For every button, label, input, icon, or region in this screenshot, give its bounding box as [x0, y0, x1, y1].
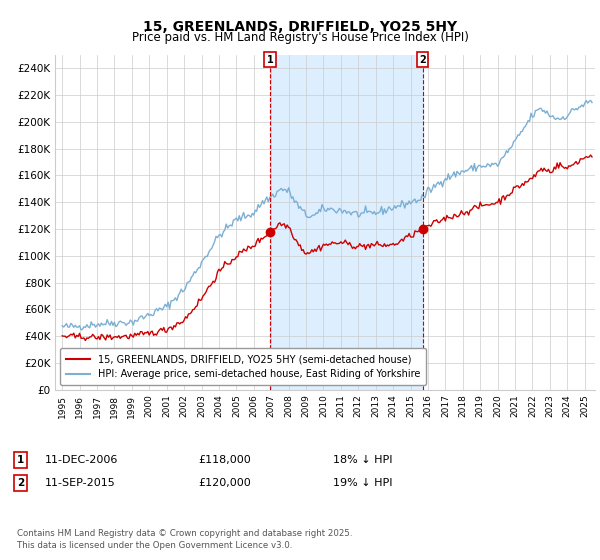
Text: £118,000: £118,000: [198, 455, 251, 465]
Legend: 15, GREENLANDS, DRIFFIELD, YO25 5HY (semi-detached house), HPI: Average price, s: 15, GREENLANDS, DRIFFIELD, YO25 5HY (sem…: [60, 348, 426, 385]
Text: 2: 2: [419, 55, 426, 65]
Text: 19% ↓ HPI: 19% ↓ HPI: [333, 478, 392, 488]
Text: 11-SEP-2015: 11-SEP-2015: [45, 478, 116, 488]
Text: 2: 2: [17, 478, 24, 488]
Text: 1: 1: [17, 455, 24, 465]
Text: 15, GREENLANDS, DRIFFIELD, YO25 5HY: 15, GREENLANDS, DRIFFIELD, YO25 5HY: [143, 20, 457, 34]
Text: £120,000: £120,000: [198, 478, 251, 488]
Text: Contains HM Land Registry data © Crown copyright and database right 2025.
This d: Contains HM Land Registry data © Crown c…: [17, 529, 352, 550]
Text: 11-DEC-2006: 11-DEC-2006: [45, 455, 118, 465]
Text: 18% ↓ HPI: 18% ↓ HPI: [333, 455, 392, 465]
Bar: [270, 55, 422, 390]
Text: 1: 1: [267, 55, 274, 65]
Text: Price paid vs. HM Land Registry's House Price Index (HPI): Price paid vs. HM Land Registry's House …: [131, 31, 469, 44]
